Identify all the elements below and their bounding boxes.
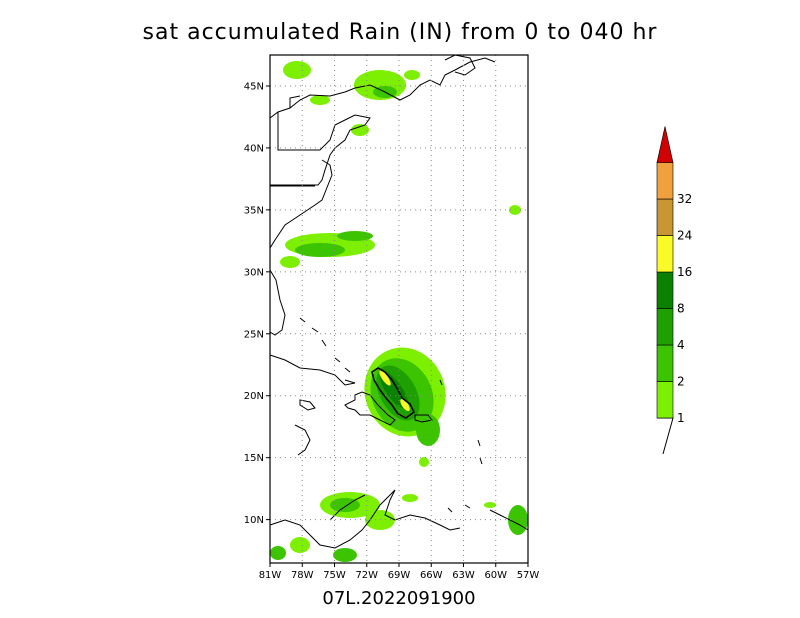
colorbar-level-label: 1 xyxy=(677,411,685,425)
colorbar-level-label: 2 xyxy=(677,375,685,389)
colorbar-segment xyxy=(656,198,674,236)
lat-label: 35N xyxy=(244,205,264,216)
lon-label: 66W xyxy=(420,570,443,581)
lon-label: 69W xyxy=(388,570,411,581)
colorbar-segment xyxy=(656,381,674,419)
rainfall-shading xyxy=(270,61,528,562)
lat-label: 20N xyxy=(244,391,264,402)
lat-label: 15N xyxy=(244,453,264,464)
colorbar-segment xyxy=(656,271,674,309)
longitude-labels: 81W 78W 75W 72W 69W 66W 63W 60W 57W xyxy=(259,563,540,581)
lon-label: 57W xyxy=(517,570,540,581)
storm-id-label: 07L.2022091900 xyxy=(322,588,476,609)
colorbar-level-label: 32 xyxy=(677,192,692,206)
colorbar-level-label: 16 xyxy=(677,265,692,279)
lon-label: 63W xyxy=(452,570,475,581)
lon-label: 60W xyxy=(484,570,507,581)
lat-label: 40N xyxy=(244,143,264,154)
colorbar-segment xyxy=(656,344,674,382)
lat-label: 30N xyxy=(244,267,264,278)
lat-label: 10N xyxy=(244,515,264,526)
colorbar-level-label: 24 xyxy=(677,229,692,243)
lat-label: 45N xyxy=(244,81,264,92)
lon-label: 75W xyxy=(323,570,346,581)
colorbar-segment xyxy=(656,162,674,200)
latitude-labels: 45N 40N 35N 30N 25N 20N 15N 10N xyxy=(244,81,270,526)
lat-lon-grid xyxy=(269,55,529,563)
lon-label: 78W xyxy=(291,570,314,581)
colorbar-lower-tail xyxy=(657,417,674,455)
lon-label: 72W xyxy=(355,570,378,581)
colorbar-level-label: 4 xyxy=(677,338,685,352)
lon-label: 81W xyxy=(259,570,282,581)
colorbar-segment xyxy=(656,235,674,273)
lat-label: 25N xyxy=(244,329,264,340)
map-title: sat accumulated Rain (IN) from 0 to 040 … xyxy=(142,20,658,45)
colorbar-segment xyxy=(656,308,674,346)
colorbar-level-label: 8 xyxy=(677,302,685,316)
colorbar-upper-triangle xyxy=(656,126,674,163)
